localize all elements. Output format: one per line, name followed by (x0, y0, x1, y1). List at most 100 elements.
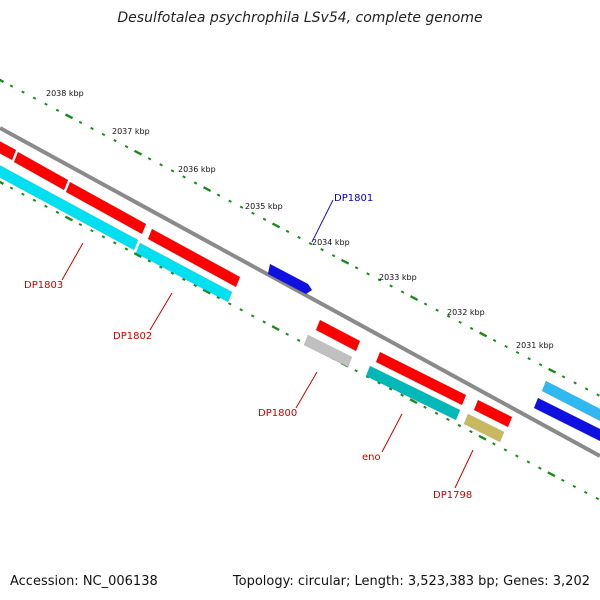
gene-label-dp1798: DP1798 (433, 490, 472, 501)
tick-mark (503, 448, 508, 452)
tick-mark (262, 320, 266, 324)
tick-mark (9, 186, 14, 190)
label-leaders (61, 199, 474, 489)
tick-mark (55, 108, 60, 112)
tick-mark (159, 163, 163, 167)
tick-mark (239, 205, 244, 209)
tick-mark (227, 302, 232, 306)
tick-mark (147, 259, 152, 263)
tick-mark (377, 381, 381, 385)
tick-mark (409, 398, 418, 405)
gene-label-dp1802: DP1802 (113, 331, 152, 342)
tick-mark (90, 229, 94, 233)
leader-dp1801 (311, 199, 334, 243)
tick-mark (365, 375, 370, 379)
tick-label-2031: 2031 kbp (516, 341, 554, 350)
tick-mark (216, 296, 221, 300)
tick-mark (389, 284, 393, 288)
gene-feature-blue[interactable] (267, 263, 313, 295)
tick-mark (159, 265, 163, 269)
gene-feature-cyan[interactable] (0, 160, 139, 251)
gene-label-dp1800: DP1800 (258, 408, 297, 419)
gene-feature-cyan[interactable] (135, 242, 233, 303)
gene-labels: DP1801 DP1803 DP1802 DP1800 eno DP1798 (24, 193, 472, 501)
tick-label-2037: 2037 kbp (112, 127, 150, 136)
tick-mark (9, 84, 14, 88)
gene-feature-red[interactable] (375, 351, 467, 406)
tick-mark (193, 181, 198, 185)
tick-mark (457, 423, 462, 428)
tick-mark (44, 102, 48, 106)
tick-mark (409, 295, 419, 301)
tick-mark (366, 272, 370, 276)
tick-mark (423, 405, 427, 409)
tick-mark (170, 169, 175, 173)
tick-mark (271, 222, 281, 229)
gene-label-dp1803: DP1803 (24, 280, 63, 291)
gene-feature-red[interactable] (315, 319, 361, 352)
tick-mark (595, 497, 600, 501)
tick-mark (478, 434, 487, 441)
tick-mark (239, 308, 243, 312)
tick-mark (446, 417, 450, 421)
tick-mark (251, 211, 255, 215)
tick-mark (377, 278, 382, 282)
tick-mark (354, 369, 358, 373)
tick-mark (32, 198, 37, 202)
tick-mark (469, 326, 474, 330)
tick-mark (596, 393, 600, 397)
tick-mark (515, 454, 519, 458)
tick-mark (400, 290, 405, 294)
gene-feature-lightblue[interactable] (541, 380, 600, 424)
tick-mark (182, 277, 186, 281)
tick-mark (297, 235, 301, 240)
leader-dp1798 (454, 449, 474, 489)
gene-feature-khaki[interactable] (463, 413, 505, 443)
leader-dp1803 (61, 242, 84, 281)
tick-mark (64, 215, 74, 222)
gene-feature-red[interactable] (147, 228, 241, 288)
tick-mark (44, 204, 48, 208)
tick-mark (21, 192, 25, 196)
tick-mark (458, 320, 462, 324)
gene-label-eno: eno (362, 452, 381, 463)
tick-mark (547, 471, 556, 478)
tick-mark (446, 314, 451, 318)
tick-mark (340, 258, 350, 265)
gene-feature-red[interactable] (0, 136, 17, 161)
tick-mark (354, 266, 359, 270)
gene-feature-gray[interactable] (303, 334, 353, 368)
tick-label-2034: 2034 kbp (312, 238, 350, 247)
gene-feature-teal[interactable] (365, 365, 461, 421)
tick-mark (584, 387, 589, 391)
tick-mark (561, 375, 566, 379)
tick-mark (124, 145, 129, 149)
tick-mark (492, 442, 496, 446)
tick-mark (434, 411, 439, 415)
gene-feature-red[interactable] (13, 151, 69, 191)
gene-feature-red[interactable] (65, 181, 147, 235)
tick-mark (147, 157, 152, 161)
accession-text: Accession: NC_006138 (10, 574, 158, 589)
gene-label-dp1801: DP1801 (334, 193, 373, 204)
tick-mark (515, 351, 520, 355)
tick-mark (216, 193, 221, 197)
tick-mark (548, 367, 557, 374)
gene-features (0, 136, 600, 444)
tick-mark (262, 217, 267, 221)
tick-mark (527, 357, 531, 361)
gene-feature-blue[interactable] (533, 397, 600, 444)
tick-mark (584, 490, 588, 495)
tick-mark (90, 126, 94, 131)
tick-mark (423, 302, 428, 306)
tick-mark (561, 478, 565, 482)
tick-mark (55, 210, 60, 214)
tick-mark (538, 466, 542, 470)
gene-feature-red[interactable] (473, 399, 513, 428)
tick-mark (331, 254, 336, 258)
tick-mark (504, 344, 508, 349)
tick-mark (228, 199, 232, 203)
tick-mark (492, 338, 497, 343)
leader-dp1802 (149, 292, 173, 331)
leader-eno (381, 413, 403, 453)
